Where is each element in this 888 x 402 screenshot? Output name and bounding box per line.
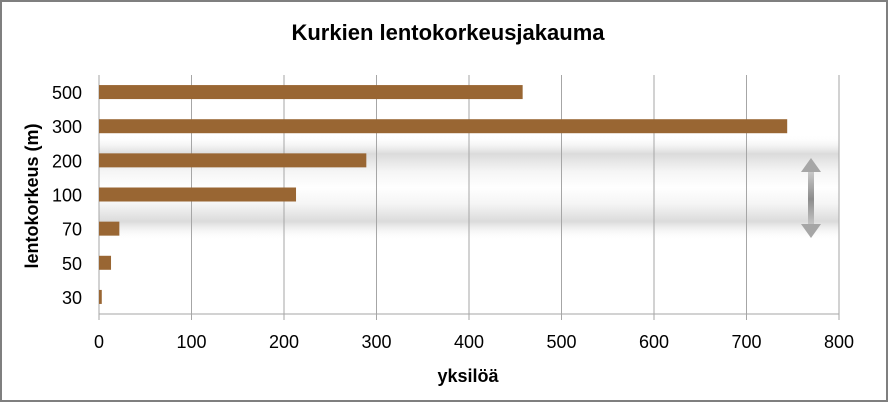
bar-70 (99, 221, 120, 236)
y-tick-label: 200 (52, 151, 82, 171)
y-tick-label: 70 (62, 220, 82, 240)
bar-500 (99, 85, 523, 100)
chart-title: Kurkien lentokorkeusjakauma (291, 20, 605, 45)
bar-300 (99, 119, 788, 134)
x-tick-label: 300 (361, 332, 391, 352)
bar-100 (99, 187, 297, 202)
bar-200 (99, 153, 367, 168)
x-tick-label: 400 (454, 332, 484, 352)
y-tick-label: 500 (52, 83, 82, 103)
bar-30 (99, 289, 102, 304)
bar-50 (99, 255, 112, 270)
x-tick-label: 0 (94, 332, 104, 352)
y-axis-title: lentokorkeus (m) (22, 123, 42, 268)
x-tick-labels: 0 100 200 300 400 500 600 700 800 (94, 332, 854, 352)
x-tick-label: 800 (824, 332, 854, 352)
x-tick-label: 200 (269, 332, 299, 352)
x-tick-label: 600 (639, 332, 669, 352)
y-tick-labels: 500 300 200 100 70 50 30 (52, 83, 82, 308)
y-tick-label: 300 (52, 117, 82, 137)
x-tick-label: 100 (176, 332, 206, 352)
x-tick-label: 500 (546, 332, 576, 352)
y-tick-label: 100 (52, 186, 82, 206)
double-arrow-icon (801, 158, 821, 238)
y-tick-label: 50 (62, 254, 82, 274)
y-tick-label: 30 (62, 288, 82, 308)
x-tick-label: 700 (731, 332, 761, 352)
bars (99, 85, 788, 304)
x-axis-title: yksilöä (437, 366, 499, 386)
